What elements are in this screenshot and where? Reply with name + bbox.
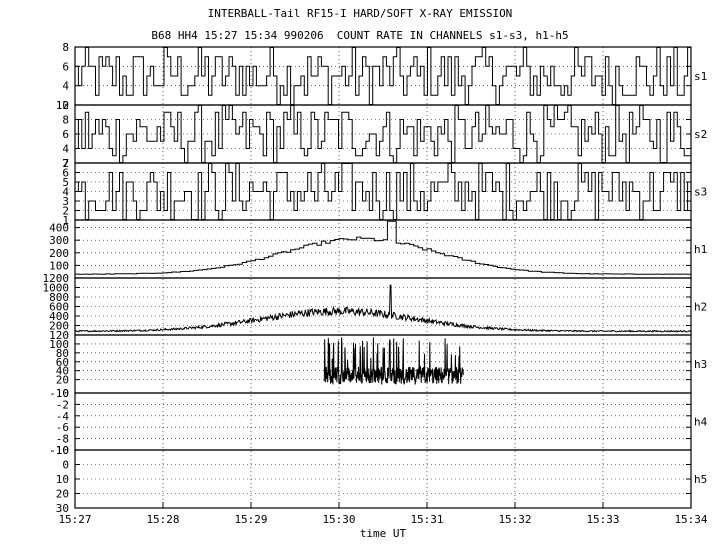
panel-label-h4: h4 (694, 416, 708, 429)
y-tick-label-h3: 60 (56, 356, 69, 369)
y-tick-label-s3: 5 (62, 176, 69, 189)
y-tick-label-h5: 0 (62, 459, 69, 472)
panel-label-h1: h1 (694, 243, 707, 256)
y-tick-label-h4: -8 (56, 433, 69, 446)
panel-label-h3: h3 (694, 358, 707, 371)
x-tick-label: 15:33 (586, 513, 619, 526)
panel-label-h5: h5 (694, 473, 707, 486)
y-tick-label-s3: 3 (62, 195, 69, 208)
series-line-h1 (75, 220, 691, 275)
x-tick-label: 15:32 (498, 513, 531, 526)
x-tick-label: 15:29 (234, 513, 267, 526)
y-tick-label-h1: 300 (49, 234, 69, 247)
chart-title: INTERBALL-Tail RF15-I HARD/SOFT X-RAY EM… (207, 7, 513, 20)
y-tick-label-h5: 10 (56, 473, 69, 486)
x-axis-label: time UT (360, 527, 407, 540)
y-tick-label-s2: 6 (62, 128, 69, 141)
x-tick-label: 15:31 (410, 513, 443, 526)
panel-frame-h4 (74, 392, 692, 451)
y-tick-label-h3: 40 (56, 365, 69, 378)
y-tick-label-h3: 80 (56, 347, 69, 360)
y-tick-label-h1: 400 (49, 222, 69, 235)
x-tick-label: 15:34 (674, 513, 707, 526)
y-tick-label-h2: 1000 (43, 282, 70, 295)
panel-label-s2: s2 (694, 128, 707, 141)
y-tick-label-s2: 2 (62, 157, 69, 170)
y-tick-label-s1: 8 (62, 41, 69, 54)
y-tick-label-h2: 800 (49, 291, 69, 304)
panel-label-s1: s1 (694, 70, 707, 83)
y-tick-label-s1: 6 (62, 60, 69, 73)
chart-subtitle: B68 HH4 15:27 15:34 990206 COUNT RATE IN… (151, 29, 569, 42)
y-tick-label-h4: 0 (62, 387, 69, 400)
y-tick-label-h3: 100 (49, 338, 69, 351)
y-tick-label-h4: -4 (56, 410, 70, 423)
y-tick-label-h3: -10 (49, 387, 69, 400)
panel-label-s3: s3 (694, 186, 707, 199)
y-tick-label-s2: 8 (62, 114, 69, 127)
y-tick-label-h1: 100 (49, 259, 69, 272)
x-tick-label: 15:27 (58, 513, 91, 526)
series-line-s2 (75, 105, 691, 163)
y-tick-label-h4: -10 (49, 444, 69, 457)
y-tick-label-s2: 10 (56, 99, 69, 112)
series-line-s3 (75, 163, 691, 220)
y-tick-label-h3: 120 (49, 329, 69, 342)
series-line-h2 (74, 284, 692, 333)
y-tick-label-h3: 20 (56, 374, 69, 387)
y-tick-label-h2: 1200 (43, 272, 70, 285)
series-line-h3 (323, 337, 464, 385)
y-tick-label-h5: 20 (56, 488, 69, 501)
x-tick-label: 15:30 (322, 513, 355, 526)
y-tick-label-h5: 30 (56, 502, 69, 515)
y-tick-label-h4: -2 (56, 398, 69, 411)
y-tick-label-h5: -10 (49, 444, 69, 457)
y-tick-label-s3: 1 (62, 214, 69, 227)
y-tick-label-h1: 200 (49, 247, 69, 260)
panel-frame-h1 (74, 219, 692, 279)
y-tick-label-s3: 4 (62, 186, 69, 199)
panel-frame-h5 (74, 449, 692, 509)
y-tick-label-s3: 2 (62, 205, 69, 218)
series-line-s1 (75, 47, 691, 105)
y-tick-label-s2: 4 (62, 143, 69, 156)
y-tick-label-s1: 2 (62, 99, 69, 112)
x-tick-label: 15:28 (146, 513, 179, 526)
y-tick-label-s3: 6 (62, 167, 69, 180)
y-tick-label-s3: 7 (62, 157, 69, 170)
panel-label-h2: h2 (694, 301, 707, 314)
y-tick-label-h2: 400 (49, 310, 69, 323)
y-tick-label-h2: 200 (49, 320, 69, 333)
y-tick-label-s1: 4 (62, 80, 69, 93)
y-tick-label-h4: -6 (56, 421, 69, 434)
y-tick-label-h2: 600 (49, 301, 69, 314)
